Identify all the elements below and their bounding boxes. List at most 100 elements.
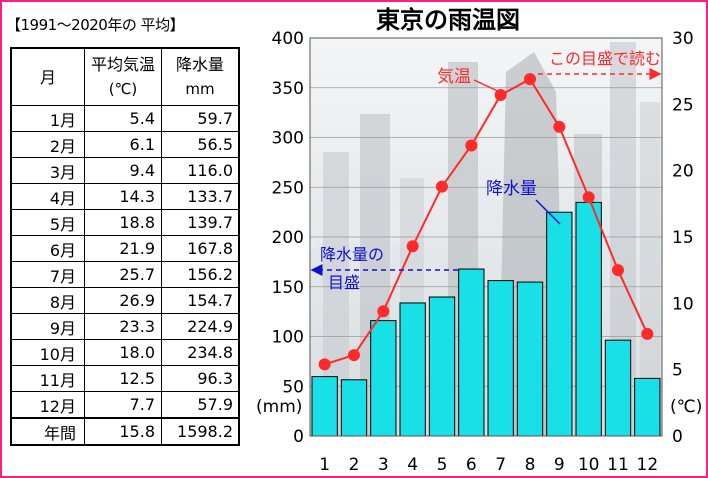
right-axis-tick-label: 0 xyxy=(672,427,683,447)
right-axis-tick-label: 15 xyxy=(672,228,694,248)
x-axis-tick-label: 1 xyxy=(319,455,330,475)
month-cell: 2月 xyxy=(10,131,85,158)
right-axis-tick-label: 5 xyxy=(672,361,683,381)
left-axis-tick-label: 200 xyxy=(272,228,304,248)
month-cell: 6月 xyxy=(10,235,85,262)
table-row: 3月 9.4 116.0 xyxy=(10,157,240,184)
temperature-point xyxy=(553,120,566,133)
table-row: 9月 23.3 224.9 xyxy=(10,313,240,340)
precipitation-label-leader xyxy=(535,199,561,225)
temperature-point xyxy=(524,73,536,86)
table-header-row: 月 平均気温 (℃) 降水量 mm xyxy=(10,47,240,106)
left-axis-tick-label: 50 xyxy=(282,377,304,397)
precipitation-bar xyxy=(634,377,661,437)
x-axis-tick-label: 11 xyxy=(607,455,629,475)
total-temperature-cell: 15.8 xyxy=(84,417,162,446)
month-cell: 1月 xyxy=(10,105,85,132)
precipitation-bar xyxy=(546,211,573,437)
header-precipitation: 降水量 mm xyxy=(161,47,240,106)
left-axis-unit: (mm) xyxy=(256,397,302,417)
chart-title: 東京の雨温図 xyxy=(376,6,520,34)
temperature-cell: 7.7 xyxy=(84,391,162,419)
x-axis-tick-label: 10 xyxy=(578,455,600,475)
precipitation-axis-note-line1: 降水量の xyxy=(320,245,384,264)
precipitation-bar xyxy=(487,280,514,437)
month-cell: 10月 xyxy=(10,339,85,366)
precipitation-bar xyxy=(604,339,632,437)
table-row: 1月 5.4 59.7 xyxy=(10,105,240,132)
total-label-cell: 年間 xyxy=(10,417,85,446)
table-row: 12月 7.7 57.9 xyxy=(10,391,240,419)
header-temperature-title: 平均気温 xyxy=(90,55,155,74)
precipitation-cell: 59.7 xyxy=(161,105,240,132)
right-axis-ticks: 0 5 10 15 20 25 30 xyxy=(672,29,694,447)
table-row: 11月 12.5 96.3 xyxy=(10,365,240,392)
x-axis-tick-label: 5 xyxy=(437,455,448,475)
temperature-point xyxy=(377,305,390,318)
temperature-point xyxy=(348,349,360,362)
left-axis-tick-label: 300 xyxy=(272,129,304,149)
precipitation-bar xyxy=(428,296,456,437)
x-axis-tick-label: 3 xyxy=(378,455,389,475)
left-axis-tick-label: 350 xyxy=(272,79,304,99)
header-precipitation-unit: mm xyxy=(185,80,215,98)
right-axis-unit: (℃) xyxy=(670,397,702,417)
month-cell: 4月 xyxy=(10,183,85,210)
table-row: 8月 26.9 154.7 xyxy=(10,287,240,314)
header-month: 月 xyxy=(10,47,85,106)
temperature-point xyxy=(582,191,595,204)
x-axis-tick-label: 4 xyxy=(407,455,418,475)
precipitation-cell: 224.9 xyxy=(161,313,240,340)
precipitation-bar xyxy=(311,376,338,437)
precipitation-cell: 139.7 xyxy=(161,209,240,236)
header-temperature-unit: (℃) xyxy=(108,80,138,98)
temperature-line xyxy=(324,77,649,366)
temperature-axis-note: この目盛で読む xyxy=(549,49,661,68)
temperature-point xyxy=(465,139,478,152)
left-axis-tick-label: 250 xyxy=(272,178,304,198)
precipitation-cell: 167.8 xyxy=(161,235,240,262)
table-total-row: 年間 15.8 1598.2 xyxy=(10,417,240,446)
temperature-label-leader xyxy=(473,79,503,94)
month-cell: 9月 xyxy=(10,313,85,340)
temperature-cell: 6.1 xyxy=(84,131,162,158)
precipitation-cell: 116.0 xyxy=(161,157,240,184)
temperature-points xyxy=(318,73,654,371)
temperature-cell: 26.9 xyxy=(84,287,162,314)
precipitation-cell: 234.8 xyxy=(161,339,240,366)
plot-frame xyxy=(309,37,663,437)
x-axis-ticks: 1 2 3 4 5 6 7 8 9 10 11 12 xyxy=(319,455,658,475)
temperature-cell: 25.7 xyxy=(84,261,162,288)
x-axis-tick-label: 2 xyxy=(349,455,360,475)
table-row: 7月 25.7 156.2 xyxy=(10,261,240,288)
precipitation-cell: 154.7 xyxy=(161,287,240,314)
right-axis-tick-label: 10 xyxy=(672,294,694,314)
x-axis-tick-label: 6 xyxy=(466,455,477,475)
left-axis-ticks: 0 50 100 150 200 250 300 350 400 xyxy=(272,29,304,447)
right-axis-tick-label: 20 xyxy=(672,162,694,182)
x-axis-tick-label: 12 xyxy=(637,455,659,475)
table-row: 6月 21.9 167.8 xyxy=(10,235,240,262)
total-precipitation-cell: 1598.2 xyxy=(161,417,240,446)
temperature-cell: 18.8 xyxy=(84,209,162,236)
left-axis-tick-label: 150 xyxy=(272,278,304,298)
precipitation-bar xyxy=(399,302,426,437)
temperature-point xyxy=(494,89,507,102)
climate-data-table: 月 平均気温 (℃) 降水量 mm 1月 5.4 59.7 2月 6.1 56.5 3月 9.… xyxy=(10,47,240,446)
precipitation-bar xyxy=(340,379,368,437)
precipitation-bar xyxy=(458,268,485,437)
temperature-cell: 23.3 xyxy=(84,313,162,340)
header-precipitation-title: 降水量 xyxy=(175,55,224,74)
precipitation-cell: 133.7 xyxy=(161,183,240,210)
temperature-point xyxy=(641,327,654,340)
precipitation-cell: 156.2 xyxy=(161,261,240,288)
temperature-cell: 14.3 xyxy=(84,183,162,210)
precipitation-cell: 96.3 xyxy=(161,365,240,392)
month-cell: 5月 xyxy=(10,209,85,236)
precipitation-cell: 56.5 xyxy=(161,131,240,158)
x-axis-tick-label: 9 xyxy=(554,455,565,475)
right-axis-tick-label: 30 xyxy=(672,29,694,49)
header-temperature: 平均気温 (℃) xyxy=(84,47,162,106)
